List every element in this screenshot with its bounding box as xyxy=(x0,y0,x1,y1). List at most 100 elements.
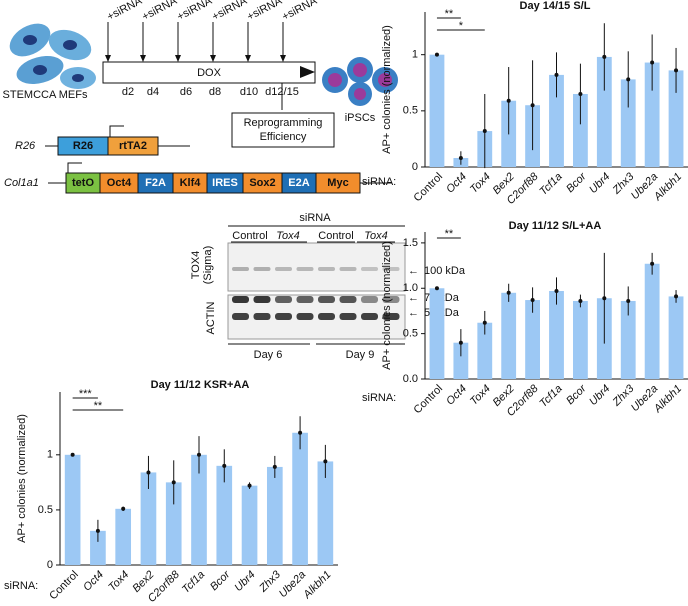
band xyxy=(253,267,271,271)
x-tick-label: Tcf1a xyxy=(180,569,207,596)
mean-dot xyxy=(554,288,559,293)
mean-dot xyxy=(626,77,631,82)
bar xyxy=(525,300,541,379)
mean-dot xyxy=(650,60,655,65)
mean-dot xyxy=(506,98,511,103)
x-tick-label: Bcor xyxy=(564,382,589,407)
significance-label: ** xyxy=(445,8,454,20)
sirna-label: +siRNA xyxy=(280,0,319,23)
mean-dot xyxy=(458,156,463,161)
mean-dot xyxy=(626,298,631,303)
arrow-head xyxy=(280,55,286,62)
cells-label: STEMCCA MEFs xyxy=(3,89,88,101)
bar xyxy=(549,74,564,167)
chart-title: Day 11/12 S/L+AA xyxy=(509,220,602,232)
chart-title: Day 14/15 S/L xyxy=(520,0,591,12)
blot-label: ACTIN xyxy=(205,301,217,334)
y-axis-label: AP+ colonies (normalized) xyxy=(381,241,393,370)
gene-label: Myc xyxy=(327,177,348,189)
gene-label: rtTA2 xyxy=(119,140,147,152)
gene-box xyxy=(107,136,159,156)
y-tick-label: 0.5 xyxy=(38,504,53,516)
y-tick-label: 1 xyxy=(412,49,418,61)
band xyxy=(361,296,378,303)
gene-label: Klf4 xyxy=(180,177,202,189)
day-label: Day 9 xyxy=(346,349,375,361)
arrow-head xyxy=(245,55,251,62)
bar xyxy=(191,454,207,565)
band xyxy=(382,296,400,303)
band xyxy=(275,313,292,320)
readout-label: Efficiency xyxy=(260,131,307,143)
band xyxy=(296,313,314,320)
bar xyxy=(216,465,233,565)
significance-label: ** xyxy=(94,400,103,412)
arrow-head xyxy=(175,55,181,62)
band xyxy=(339,313,357,320)
gene-label: R26 xyxy=(73,140,93,152)
y-tick-label: 0.5 xyxy=(403,105,418,117)
mean-dot xyxy=(70,452,75,457)
bar xyxy=(429,288,445,379)
arrow: ← xyxy=(408,292,419,304)
mean-dot xyxy=(578,91,583,96)
bar xyxy=(266,466,283,565)
mean-dot xyxy=(458,340,463,345)
mean-dot xyxy=(95,528,100,533)
bar xyxy=(620,300,636,379)
ipsc-label: iPSCs xyxy=(345,112,376,124)
bar xyxy=(644,263,660,379)
y-tick-label: 1.5 xyxy=(403,237,418,249)
mean-dot xyxy=(530,298,535,303)
chart-title: Day 11/12 KSR+AA xyxy=(151,379,250,391)
promoter-arrow xyxy=(67,162,82,173)
readout-box xyxy=(231,112,335,148)
y-axis-label: AP+ colonies (normalized) xyxy=(381,25,393,154)
mean-dot xyxy=(482,129,487,134)
mean-dot xyxy=(434,286,439,291)
x-tick-label: Control xyxy=(412,383,446,417)
mean-dot xyxy=(506,290,511,295)
mean-dot xyxy=(674,294,679,299)
band xyxy=(382,313,400,320)
bar xyxy=(292,432,308,565)
x-tick-label: Bcor xyxy=(208,568,233,593)
sirna-label: +siRNA xyxy=(140,0,179,23)
x-tick-label: Ubr4 xyxy=(232,569,257,594)
bar xyxy=(620,79,636,167)
band xyxy=(318,267,335,271)
x-tick-label: Ubr4 xyxy=(587,171,612,196)
significance-label: ** xyxy=(445,228,454,240)
y-tick-label: 0 xyxy=(412,161,418,173)
gene-label: Oct4 xyxy=(107,177,132,189)
bar xyxy=(64,454,81,565)
mean-dot xyxy=(650,261,655,266)
marker-label: 100 kDa xyxy=(424,265,466,277)
dox-box xyxy=(102,61,316,84)
day-label: d8 xyxy=(209,86,221,98)
bar xyxy=(668,296,684,379)
band xyxy=(382,267,400,271)
y-tick-label: 1 xyxy=(47,449,53,461)
mean-dot xyxy=(247,483,252,488)
day-label: d4 xyxy=(147,86,159,98)
locus-label: R26 xyxy=(15,140,36,152)
blot-header: siRNA xyxy=(299,212,331,224)
significance-label: *** xyxy=(79,388,93,400)
gene-label: tetO xyxy=(72,177,94,189)
arrow-head xyxy=(105,55,111,62)
bar xyxy=(644,62,660,167)
band xyxy=(339,296,357,303)
blot-label: TOX4 xyxy=(190,251,202,280)
y-tick-label: 0.0 xyxy=(403,373,418,385)
mean-dot xyxy=(674,68,679,73)
mean-dot xyxy=(272,464,277,469)
blot xyxy=(232,267,400,320)
bar xyxy=(572,93,588,167)
mean-dot xyxy=(602,54,607,59)
cells-icon xyxy=(9,23,96,89)
bar xyxy=(549,290,564,379)
x-tick-label: Oct4 xyxy=(444,383,469,408)
